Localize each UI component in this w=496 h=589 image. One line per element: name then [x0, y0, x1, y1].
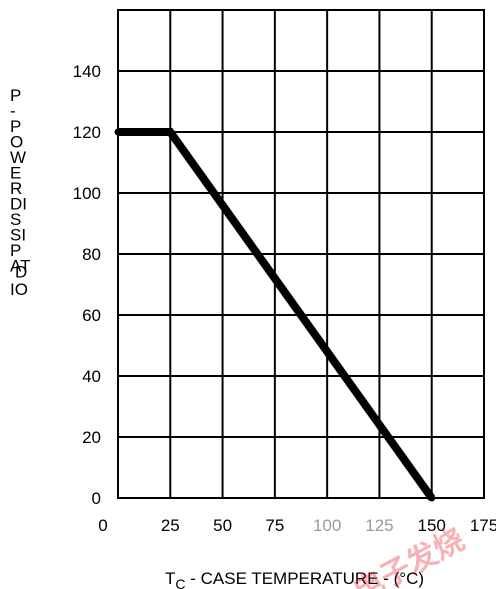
- y-tick-label: 40: [82, 367, 101, 386]
- curve-point: [114, 128, 122, 136]
- curve-point: [166, 128, 174, 136]
- y-tick-label: 100: [73, 184, 101, 203]
- y-axis-label-part: SI: [10, 226, 26, 245]
- y-axis-label-part: P: [10, 117, 21, 136]
- x-tick-label: 125: [365, 516, 393, 535]
- y-axis-label-part: E: [10, 164, 21, 183]
- plot-frame: [117, 9, 485, 499]
- y-tick-label: 0: [92, 489, 101, 508]
- x-axis-label: TC - CASE TEMPERATURE - (°C): [165, 569, 424, 589]
- y-axis-label-part: -: [10, 102, 16, 121]
- x-tick-labels: 0 25 50 75 100 125 150 175: [98, 516, 496, 535]
- y-axis-label-part: P: [10, 86, 21, 105]
- y-tick-label: 60: [82, 306, 101, 325]
- x-tick-label: 175: [470, 516, 496, 535]
- y-axis-label-part: S: [10, 210, 21, 229]
- grid-lines: [117, 9, 485, 499]
- x-axis-label-rest: - CASE TEMPERATURE - (°C): [186, 569, 425, 588]
- y-axis-label-part: IO: [10, 280, 28, 299]
- curve-point: [428, 494, 436, 502]
- x-axis-label-subscript: C: [175, 576, 185, 589]
- y-tick-label: 120: [73, 123, 101, 142]
- series-layer: [114, 128, 436, 502]
- y-axis-label-part: AT: [10, 257, 30, 276]
- x-tick-label: 100: [313, 516, 341, 535]
- x-tick-label: 25: [161, 516, 180, 535]
- x-axis-label-prefix: T: [165, 569, 175, 588]
- x-tick-label: 150: [418, 516, 446, 535]
- y-tick-label: 80: [82, 245, 101, 264]
- x-tick-label: 50: [213, 516, 232, 535]
- y-tick-labels: 0 20 40 60 80 100 120 140: [73, 62, 101, 508]
- y-axis-label-part: P: [10, 241, 21, 260]
- x-tick-label: 75: [265, 516, 284, 535]
- y-axis-label-part: O: [10, 133, 23, 152]
- y-tick-label: 20: [82, 428, 101, 447]
- x-tick-label: 0: [98, 516, 107, 535]
- y-axis-label-part: DI: [10, 195, 27, 214]
- y-tick-label: 140: [73, 62, 101, 81]
- y-axis-label-part: W: [10, 148, 26, 167]
- y-axis-label-part: D: [15, 263, 27, 282]
- y-axis-label-part: R: [10, 179, 22, 198]
